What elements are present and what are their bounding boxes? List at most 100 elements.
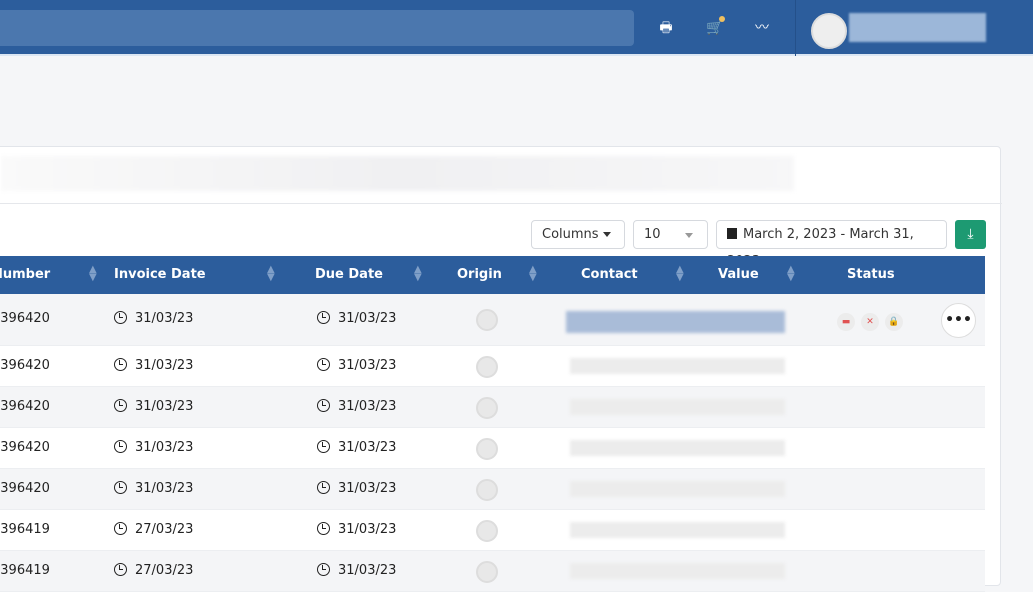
date-range-picker[interactable]: March 2, 2023 - March 31, 2023 [716, 220, 947, 269]
columns-button[interactable]: Columns [531, 220, 625, 249]
sort-icon[interactable]: ▲ ▼ [529, 264, 537, 283]
invoice-number[interactable]: 0396419 [0, 522, 50, 537]
payment-icon[interactable]: ▬ [837, 313, 855, 331]
user-name-redacted[interactable] [849, 13, 986, 42]
header-number[interactable]: Number [0, 267, 51, 282]
origin-icon [476, 479, 498, 501]
invoice-number[interactable]: 0396420 [0, 311, 50, 326]
clock-icon [317, 440, 330, 453]
origin-icon [476, 397, 498, 419]
sort-icon[interactable]: ▲ ▼ [787, 264, 795, 283]
contact-value-redacted [570, 563, 785, 579]
invoice-date: 27/03/23 [114, 563, 193, 578]
more-actions-button[interactable]: ••• [941, 303, 976, 338]
table-row[interactable]: 0396420 31/03/23 31/03/23 [0, 346, 985, 387]
sort-icon[interactable]: ▲ ▼ [676, 264, 684, 283]
due-date: 31/03/23 [317, 481, 396, 496]
clock-icon [114, 481, 127, 494]
due-date: 31/03/23 [317, 358, 396, 373]
invoice-number[interactable]: 0396419 [0, 563, 50, 578]
chevron-down-icon [685, 233, 693, 238]
clock-icon [317, 399, 330, 412]
invoice-date-value: 27/03/23 [135, 522, 194, 537]
clock-icon [114, 358, 127, 371]
header-origin[interactable]: Origin [457, 267, 502, 282]
table-row[interactable]: 0396420 31/03/23 31/03/23 ▬ ✕ 🔒 ••• [0, 294, 985, 346]
print-icon[interactable]: 🖶 [659, 20, 673, 36]
invoice-number[interactable]: 0396420 [0, 440, 50, 455]
invoice-date-value: 31/03/23 [135, 358, 194, 373]
page-size-value: 10 [644, 227, 661, 242]
card-title-redacted [1, 156, 794, 191]
origin-icon [476, 520, 498, 542]
invoice-date-value: 31/03/23 [135, 440, 194, 455]
origin-icon [476, 356, 498, 378]
contact-value-redacted [570, 440, 785, 456]
invoice-number[interactable]: 0396420 [0, 358, 50, 373]
invoice-date: 31/03/23 [114, 358, 193, 373]
table-row[interactable]: 0396420 31/03/23 31/03/23 [0, 469, 985, 510]
activity-icon[interactable]: 〰 [755, 20, 769, 36]
table-row[interactable]: 0396420 31/03/23 31/03/23 [0, 387, 985, 428]
avatar[interactable] [811, 13, 847, 49]
divider [795, 0, 796, 56]
table-row[interactable]: 0396419 27/03/23 31/03/23 [0, 551, 985, 592]
due-date: 31/03/23 [317, 311, 396, 326]
sort-icon[interactable]: ▲ ▼ [89, 264, 97, 283]
invoice-date: 31/03/23 [114, 399, 193, 414]
clock-icon [114, 440, 127, 453]
contact-value-redacted [570, 481, 785, 497]
table-row[interactable]: 0396420 31/03/23 31/03/23 [0, 428, 985, 469]
notification-dot [719, 16, 725, 22]
download-button[interactable]: ⤓ [955, 220, 986, 249]
lock-icon[interactable]: 🔒 [885, 313, 903, 331]
invoice-date: 31/03/23 [114, 440, 193, 455]
invoice-date: 31/03/23 [114, 311, 193, 326]
origin-icon [476, 561, 498, 583]
invoice-date-value: 31/03/23 [135, 311, 194, 326]
table-row[interactable]: 0396419 27/03/23 31/03/23 [0, 510, 985, 551]
contact-value-redacted [570, 358, 785, 374]
invoice-number[interactable]: 0396420 [0, 399, 50, 414]
search-input[interactable] [0, 10, 634, 46]
clock-icon [317, 563, 330, 576]
header-value[interactable]: Value [718, 267, 759, 282]
origin-icon [476, 438, 498, 460]
due-date: 31/03/23 [317, 440, 396, 455]
invoice-date-value: 31/03/23 [135, 399, 194, 414]
contact-value-redacted [570, 399, 785, 415]
clock-icon [317, 311, 330, 324]
header-invoice-date[interactable]: Invoice Date [114, 267, 206, 282]
header-status: Status [847, 267, 895, 282]
header-due-date[interactable]: Due Date [315, 267, 383, 282]
due-date-value: 31/03/23 [338, 563, 397, 578]
download-icon: ⤓ [967, 226, 974, 242]
calendar-icon [727, 228, 737, 239]
due-date: 31/03/23 [317, 399, 396, 414]
divider [0, 203, 1002, 204]
due-date-value: 31/03/23 [338, 358, 397, 373]
close-icon[interactable]: ✕ [861, 313, 879, 331]
due-date-value: 31/03/23 [338, 399, 397, 414]
clock-icon [317, 358, 330, 371]
clock-icon [317, 481, 330, 494]
invoice-number[interactable]: 0396420 [0, 481, 50, 496]
cart-icon[interactable]: 🛒 [705, 16, 725, 38]
clock-icon [114, 311, 127, 324]
due-date-value: 31/03/23 [338, 311, 397, 326]
clock-icon [114, 563, 127, 576]
contact-value-redacted [570, 522, 785, 538]
clock-icon [317, 522, 330, 535]
sort-icon[interactable]: ▲ ▼ [414, 264, 422, 283]
page-size-select[interactable]: 10 [633, 220, 708, 249]
caret-down-icon [602, 232, 611, 237]
invoice-date-value: 31/03/23 [135, 481, 194, 496]
due-date-value: 31/03/23 [338, 522, 397, 537]
top-navbar: 🖶 🛒 〰 [0, 0, 1033, 56]
due-date: 31/03/23 [317, 522, 396, 537]
origin-icon [476, 309, 498, 331]
clock-icon [114, 399, 127, 412]
sort-icon[interactable]: ▲ ▼ [267, 264, 275, 283]
due-date-value: 31/03/23 [338, 440, 397, 455]
header-contact[interactable]: Contact [581, 267, 638, 282]
